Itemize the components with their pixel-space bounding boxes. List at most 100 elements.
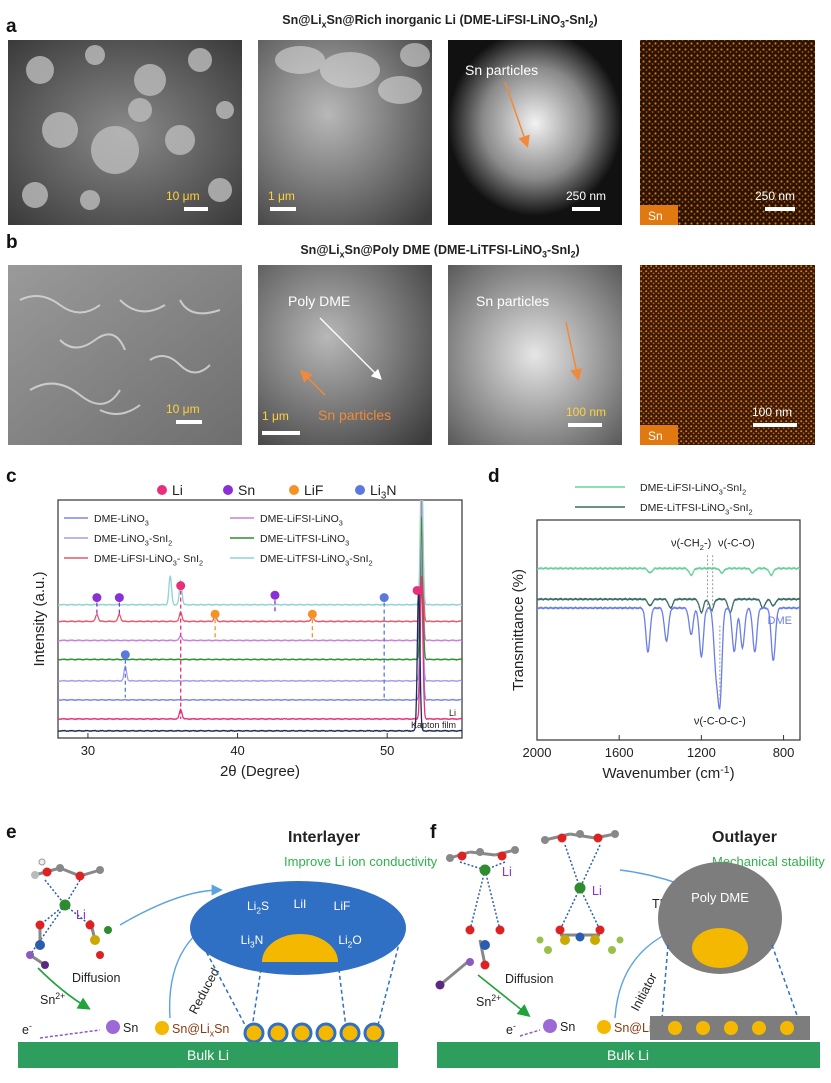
- peak-marker: [92, 593, 102, 603]
- molecule: [26, 858, 112, 969]
- text-part: -SnI: [565, 13, 589, 27]
- arrow: [119, 884, 223, 926]
- x-tick-label: 1600: [605, 745, 634, 760]
- text-part: 3: [725, 508, 729, 517]
- text-part: 2+: [491, 993, 501, 1003]
- micrograph-row: [8, 40, 815, 225]
- scale-label: 1 μm: [268, 189, 295, 203]
- sem-image: [8, 265, 242, 445]
- scale-label: 100 nm: [752, 405, 792, 419]
- panel-label: d: [488, 466, 500, 487]
- text-part: Sn@Poly DME (DME-LiTFSI-LiNO: [345, 243, 543, 257]
- band-label: ν(-C-O-C-): [694, 716, 746, 728]
- legend-label: DME-LiTFSI-LiNO3-SnI2: [260, 553, 373, 568]
- arrow: [37, 967, 91, 1010]
- text-part: DME-LiFSI-LiNO: [260, 513, 339, 525]
- species-label: LiF: [334, 899, 351, 913]
- text-part: Sn: [476, 995, 491, 1009]
- arrow: [565, 321, 582, 381]
- substrate-label: Bulk Li: [607, 1047, 649, 1063]
- text-part: 3: [381, 491, 387, 502]
- haadf-image: [448, 265, 622, 445]
- text-part: x: [210, 1029, 215, 1039]
- text-part: 3: [339, 519, 343, 528]
- annotation: Sn particles: [465, 62, 538, 78]
- bulk-li: [437, 1042, 820, 1068]
- spectrum: [58, 576, 462, 721]
- polymer-label: Poly DME: [691, 890, 749, 905]
- element-tag: [640, 425, 678, 445]
- phase-label: Li: [172, 482, 183, 498]
- text-part: DME-LiTFSI-LiNO: [260, 533, 345, 545]
- species-label: Li3N: [241, 933, 264, 950]
- text-part: e: [506, 1023, 513, 1037]
- particles: [22, 45, 234, 210]
- plot-frame: [57, 499, 463, 739]
- text-part: Li: [338, 933, 347, 947]
- curve-label: DME: [768, 615, 792, 627]
- text-part: ): [575, 243, 579, 257]
- phase-label: Sn: [238, 482, 255, 498]
- spectrum: [58, 589, 462, 733]
- scale-label: 10 μm: [166, 189, 200, 203]
- x-axis-label: Wavenumber (cm-1): [602, 764, 734, 782]
- arrow: [39, 1029, 101, 1039]
- scale-bar: [270, 207, 296, 211]
- xrd-chart: 30 40 50 2θ (Degree) Intensity (a.u.) DME-LiN…: [31, 482, 463, 780]
- spectrum: [58, 500, 462, 642]
- text-part: -SnI: [723, 482, 742, 494]
- legend-label: DME-LiNO3: [94, 513, 149, 528]
- scale-bar: [568, 423, 602, 427]
- annotation: Sn particles: [318, 407, 391, 423]
- element-tag: [640, 205, 678, 225]
- bulk-li: [18, 1042, 398, 1068]
- eds-map: [640, 40, 815, 225]
- annotation: Poly DME: [288, 293, 350, 309]
- band-label: ν(-CH2-): [671, 537, 711, 552]
- text-part: DME-LiFSI-LiNO: [94, 553, 173, 565]
- diagram-e: e Interlayer Improve Li ion conductivity…: [6, 822, 438, 1068]
- core: [692, 928, 748, 968]
- x-tick-label: 1200: [687, 745, 716, 760]
- diagram-title: Interlayer: [288, 829, 360, 846]
- scale-bar: [753, 423, 797, 427]
- scale-label: 250 nm: [755, 189, 795, 203]
- diagram-label: Diffusion: [505, 972, 553, 986]
- text-part: DME-LiNO: [94, 513, 145, 525]
- spectrum: [58, 538, 462, 683]
- text-part: 3: [145, 519, 149, 528]
- particles: [668, 1021, 794, 1035]
- text-part: 2: [700, 543, 704, 552]
- text-part: 3: [560, 20, 565, 30]
- micrograph-row: [8, 265, 815, 445]
- zoom-lines: [661, 944, 799, 1019]
- text-part: N: [255, 933, 264, 947]
- text-part: - SnI: [177, 553, 199, 565]
- legend-label: DME-LiTFSI-LiNO3-SnI2: [640, 502, 753, 517]
- peak-marker: [412, 585, 422, 595]
- text-part: Li: [247, 899, 256, 913]
- y-axis-label: Transmittance (%): [510, 569, 527, 691]
- x-tick-label: 30: [81, 743, 95, 758]
- diagram-label: Sn@LixSn: [172, 1022, 229, 1039]
- text-part: Sn@Li: [614, 1021, 652, 1035]
- text-part: Sn: [40, 993, 55, 1007]
- text-part: 2+: [55, 991, 65, 1001]
- panel-title: Sn@LixSn@Rich inorganic Li (DME-LiFSI-Li…: [282, 13, 597, 30]
- band-label: ν(-C-O): [718, 537, 755, 549]
- arrow: [299, 369, 326, 396]
- phase-label: Li3N: [370, 482, 396, 502]
- x-tick-label: 50: [380, 743, 394, 758]
- peak-marker: [379, 593, 389, 603]
- text-part: DME-LiTFSI-LiNO: [260, 553, 345, 565]
- text-part: -: [29, 1021, 32, 1031]
- arrow: [319, 317, 382, 380]
- species-label: LiI: [294, 897, 307, 911]
- text-part: 3: [542, 250, 547, 260]
- text-part: -: [513, 1021, 516, 1031]
- diagram-label: Sn2+: [476, 993, 501, 1009]
- scale-label: 250 nm: [566, 189, 606, 203]
- diagram-label: Sn: [560, 1020, 575, 1034]
- diagram-label: Sn2+: [40, 991, 65, 1007]
- text-part: DME-LiNO: [94, 533, 145, 545]
